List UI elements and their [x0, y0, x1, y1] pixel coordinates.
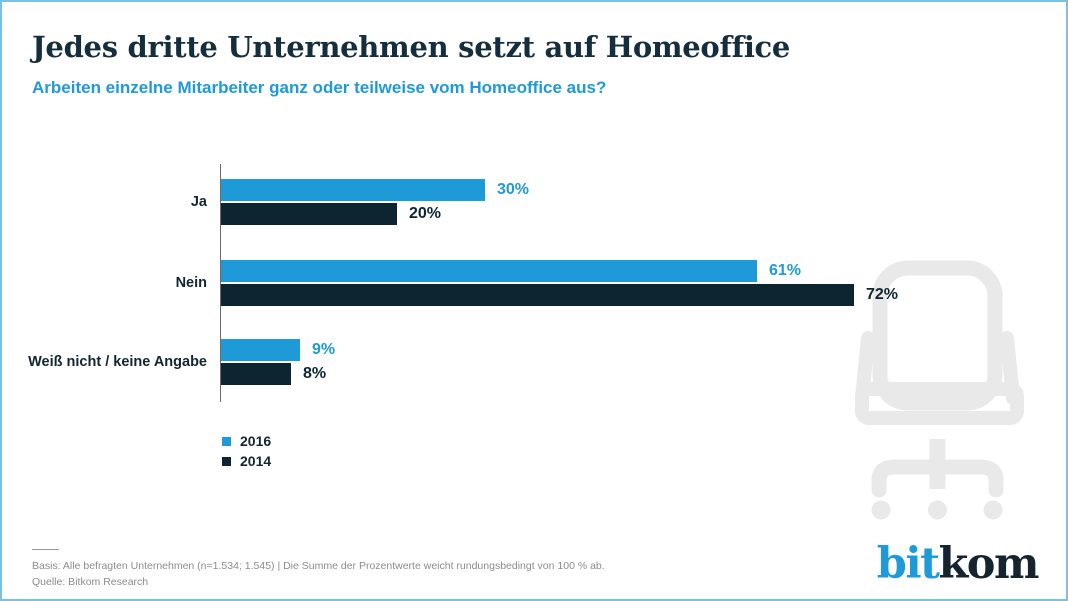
logo-text-bit: bit: [876, 539, 940, 589]
bar-2014: [221, 203, 397, 225]
bar-row-2016: 30%: [221, 179, 529, 201]
bar-2016: [221, 339, 300, 361]
footer-source-note: Quelle: Bitkom Research: [32, 576, 149, 588]
category-label: Nein: [175, 275, 207, 291]
footer-basis-note: Basis: Alle befragten Unternehmen (n=1.5…: [32, 560, 605, 572]
value-label: 9%: [312, 341, 336, 358]
bar-row-2014: 72%: [221, 284, 898, 306]
bar-row-2014: 20%: [221, 203, 441, 225]
legend-swatch-2016: [222, 436, 231, 446]
bar-2016: [221, 260, 757, 282]
bitkom-logo: bitkom: [877, 543, 1040, 586]
category-label: Ja: [190, 194, 207, 210]
bar-row-2016: 9%: [221, 339, 335, 361]
bar-row-2014: 8%: [221, 363, 326, 385]
value-label: 61%: [769, 262, 802, 279]
legend-swatch-2014: [222, 456, 231, 466]
page-subtitle: Arbeiten einzelne Mitarbeiter ganz oder …: [32, 78, 607, 97]
legend-label-2014: 2014: [240, 453, 272, 469]
footer-divider: [32, 549, 59, 550]
legend-item-2014: 2014: [222, 451, 271, 471]
value-label: 8%: [303, 365, 327, 382]
value-label: 30%: [497, 181, 530, 198]
chart-legend: 2016 2014: [222, 431, 271, 471]
category-label: Weiß nicht / keine Angabe: [28, 354, 207, 370]
value-label: 20%: [409, 205, 442, 222]
legend-item-2016: 2016: [222, 431, 271, 451]
legend-label-2016: 2016: [240, 433, 272, 449]
bar-2014: [221, 284, 854, 306]
logo-text-kom: kom: [938, 539, 1040, 589]
bar-2016: [221, 179, 485, 201]
bar-row-2016: 61%: [221, 260, 801, 282]
y-axis-line: [220, 164, 221, 402]
value-label: 72%: [866, 286, 899, 303]
bar-2014: [221, 363, 291, 385]
office-chair-icon: [855, 260, 1024, 520]
page-title: Jedes dritte Unternehmen setzt auf Homeo…: [32, 30, 791, 64]
